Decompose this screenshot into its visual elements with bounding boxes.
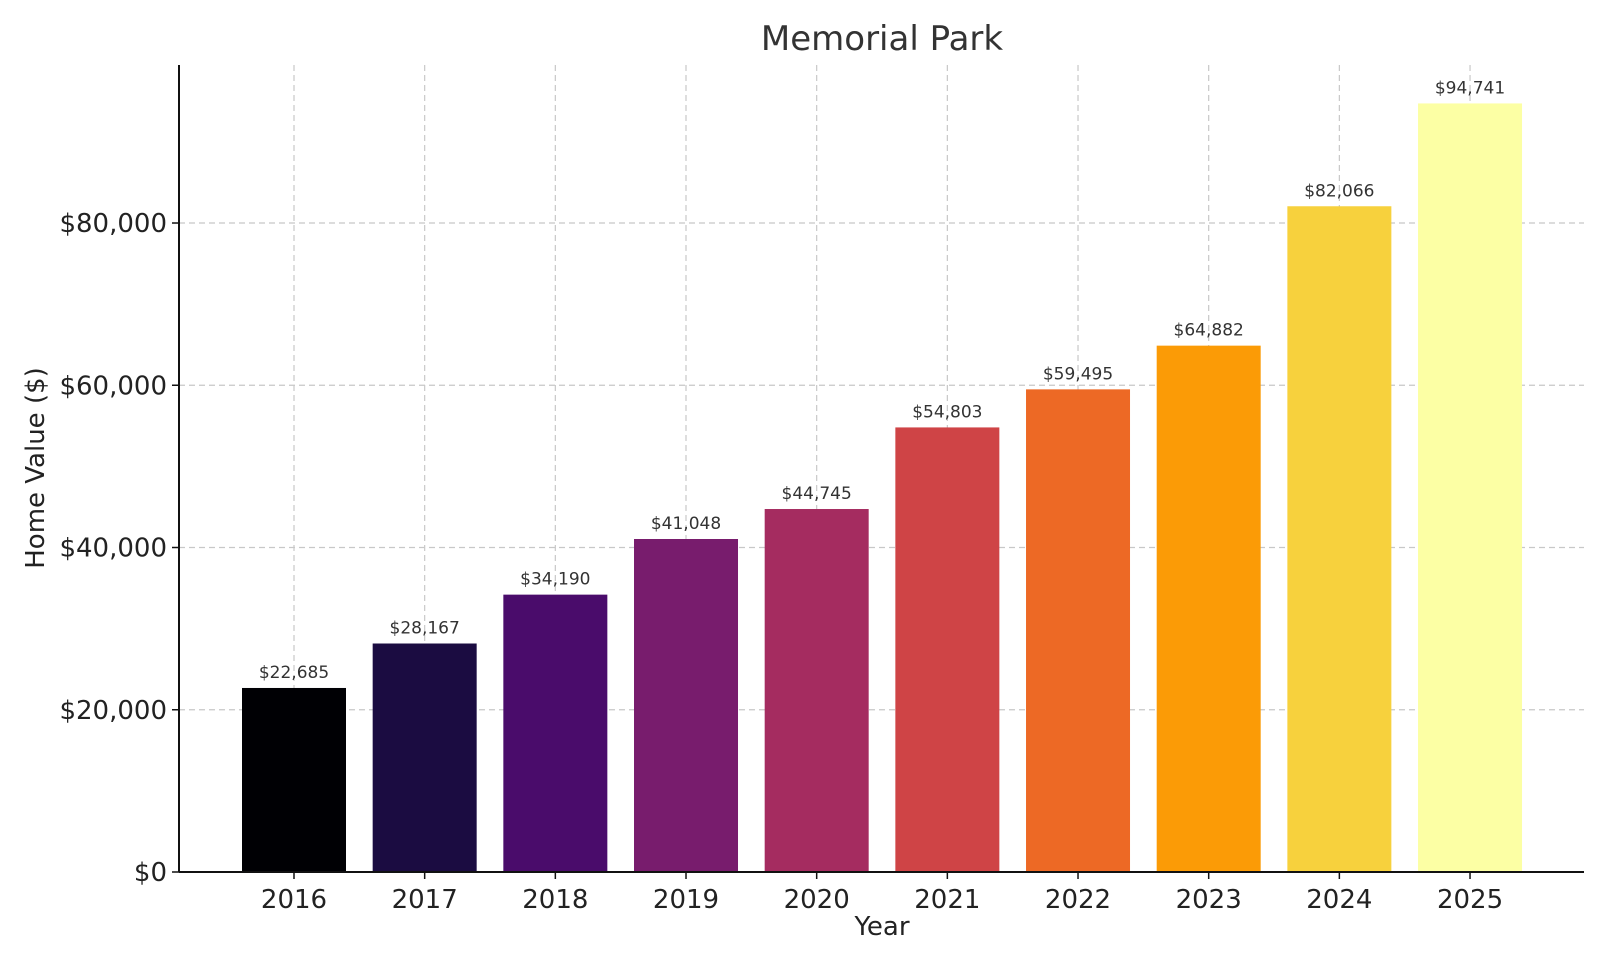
y-axis-label: Home Value ($) <box>21 367 51 569</box>
bar-2020 <box>764 509 869 872</box>
x-tick-label: 2019 <box>653 885 719 915</box>
bar-2016 <box>242 687 346 872</box>
bar-2021 <box>895 427 1000 872</box>
x-tick-label: 2022 <box>1045 885 1111 915</box>
data-label-2024: $82,066 <box>1304 181 1374 201</box>
x-ticks-layer: 2016 2017 2018 2019 2020 2021 2022 2023 2024 2025 <box>261 872 1503 915</box>
x-axis-label: Year <box>853 912 909 942</box>
chart-title: Memorial Park <box>761 19 1003 59</box>
bar-2025 <box>1418 103 1523 873</box>
data-label-2020: $44,745 <box>782 484 852 504</box>
y-ticks-layer: $0 $20,000 $40,000 $60,000 $80,000 <box>59 209 179 888</box>
x-tick-label: 2017 <box>392 885 458 915</box>
bars-layer <box>242 103 1523 873</box>
data-label-2023: $64,882 <box>1174 321 1244 341</box>
bar-2024 <box>1287 206 1392 872</box>
x-tick-label: 2016 <box>261 885 327 915</box>
bar-2019 <box>634 539 739 872</box>
x-tick-label: 2025 <box>1437 885 1503 915</box>
data-label-2017: $28,167 <box>390 618 460 638</box>
data-label-2021: $54,803 <box>912 402 982 422</box>
bar-2023 <box>1156 345 1261 872</box>
data-labels-layer: $22,685 $28,167 $34,190 $41,048 $44,745 $54,8… <box>259 78 1505 683</box>
bar-2022 <box>1026 389 1131 872</box>
y-tick-label: $60,000 <box>59 371 167 401</box>
x-tick-label: 2024 <box>1306 885 1372 915</box>
y-tick-label: $0 <box>134 858 167 888</box>
data-label-2019: $41,048 <box>651 514 721 534</box>
x-tick-label: 2021 <box>914 885 980 915</box>
bar-2018 <box>503 594 608 872</box>
x-tick-label: 2018 <box>522 885 588 915</box>
y-tick-label: $80,000 <box>59 209 167 239</box>
y-tick-label: $40,000 <box>59 534 167 564</box>
data-label-2016: $22,685 <box>259 663 329 683</box>
x-tick-label: 2023 <box>1176 885 1242 915</box>
bar-2017 <box>372 643 477 872</box>
data-label-2025: $94,741 <box>1435 78 1505 98</box>
x-tick-label: 2020 <box>784 885 850 915</box>
data-label-2018: $34,190 <box>520 570 590 590</box>
data-label-2022: $59,495 <box>1043 364 1113 384</box>
y-tick-label: $20,000 <box>59 696 167 726</box>
